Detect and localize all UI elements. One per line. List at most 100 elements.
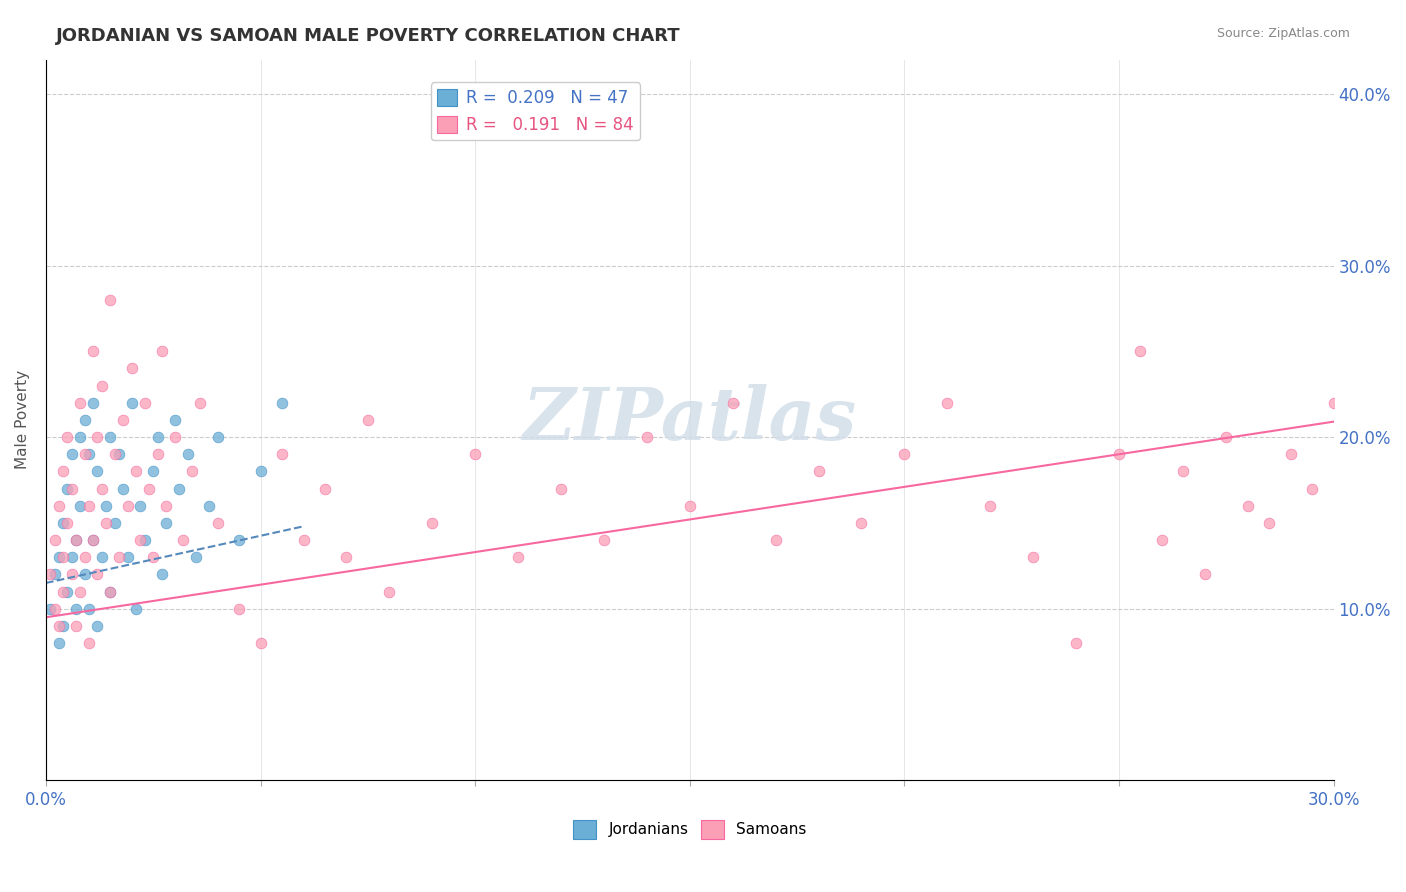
Point <box>56 482 79 496</box>
Point <box>52 550 75 565</box>
Point <box>249 464 271 478</box>
Point <box>357 413 380 427</box>
Point <box>271 447 294 461</box>
Point <box>150 344 173 359</box>
Point <box>112 413 135 427</box>
Point <box>228 601 250 615</box>
Point <box>60 550 83 565</box>
Point <box>550 482 572 496</box>
Point <box>121 361 143 376</box>
Point <box>52 464 75 478</box>
Point <box>44 567 66 582</box>
Point <box>94 499 117 513</box>
Point <box>150 567 173 582</box>
Point <box>69 584 91 599</box>
Point <box>207 516 229 530</box>
Point <box>44 601 66 615</box>
Point <box>98 430 121 444</box>
Point <box>198 499 221 513</box>
Point <box>56 516 79 530</box>
Point <box>82 533 104 547</box>
Point <box>112 482 135 496</box>
Point <box>98 584 121 599</box>
Point <box>979 499 1001 513</box>
Y-axis label: Male Poverty: Male Poverty <box>15 370 30 469</box>
Point <box>146 447 169 461</box>
Point <box>44 533 66 547</box>
Point <box>60 482 83 496</box>
Point <box>48 499 70 513</box>
Point <box>593 533 616 547</box>
Point <box>314 482 336 496</box>
Point <box>104 516 127 530</box>
Point <box>936 396 959 410</box>
Point <box>82 533 104 547</box>
Point <box>1301 482 1323 496</box>
Point <box>1194 567 1216 582</box>
Point <box>86 430 108 444</box>
Point <box>1173 464 1195 478</box>
Point <box>508 550 530 565</box>
Point <box>94 516 117 530</box>
Point <box>190 396 212 410</box>
Point <box>851 516 873 530</box>
Text: ZIPatlas: ZIPatlas <box>523 384 856 456</box>
Point <box>180 464 202 478</box>
Point <box>86 567 108 582</box>
Point <box>73 413 96 427</box>
Point <box>249 636 271 650</box>
Point <box>121 396 143 410</box>
Point <box>48 619 70 633</box>
Point <box>163 430 186 444</box>
Point <box>77 636 100 650</box>
Point <box>146 430 169 444</box>
Point <box>1279 447 1302 461</box>
Point <box>108 447 131 461</box>
Point <box>155 499 177 513</box>
Point <box>1365 533 1388 547</box>
Point <box>69 499 91 513</box>
Point <box>65 601 87 615</box>
Point <box>807 464 830 478</box>
Point <box>117 550 139 565</box>
Point <box>52 619 75 633</box>
Point <box>82 344 104 359</box>
Point <box>167 482 190 496</box>
Point <box>39 567 62 582</box>
Point <box>142 464 165 478</box>
Point <box>464 447 486 461</box>
Point <box>86 619 108 633</box>
Text: JORDANIAN VS SAMOAN MALE POVERTY CORRELATION CHART: JORDANIAN VS SAMOAN MALE POVERTY CORRELA… <box>56 27 681 45</box>
Point <box>636 430 658 444</box>
Point <box>77 601 100 615</box>
Point <box>1022 550 1045 565</box>
Point <box>77 499 100 513</box>
Point <box>893 447 915 461</box>
Point <box>155 516 177 530</box>
Text: Source: ZipAtlas.com: Source: ZipAtlas.com <box>1216 27 1350 40</box>
Point <box>86 464 108 478</box>
Point <box>335 550 357 565</box>
Point <box>90 550 112 565</box>
Point <box>90 378 112 392</box>
Point <box>65 533 87 547</box>
Point <box>1129 344 1152 359</box>
Point <box>378 584 401 599</box>
Point <box>125 464 148 478</box>
Point <box>134 396 156 410</box>
Point <box>60 567 83 582</box>
Point <box>52 516 75 530</box>
Point <box>98 584 121 599</box>
Point <box>228 533 250 547</box>
Point <box>90 482 112 496</box>
Point <box>271 396 294 410</box>
Point <box>1258 516 1281 530</box>
Point <box>69 396 91 410</box>
Point <box>1323 396 1346 410</box>
Point <box>117 499 139 513</box>
Point <box>60 447 83 461</box>
Point <box>142 550 165 565</box>
Point <box>56 430 79 444</box>
Point <box>108 550 131 565</box>
Point <box>56 584 79 599</box>
